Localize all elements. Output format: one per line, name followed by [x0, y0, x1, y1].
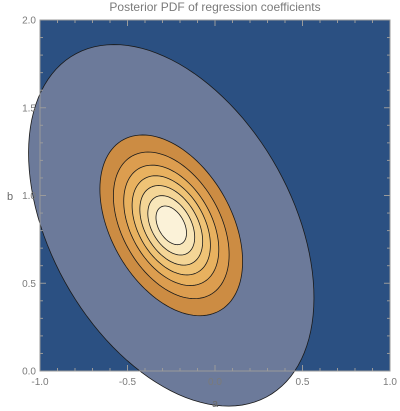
x-tick-label: -0.5 — [119, 377, 137, 388]
contour-band-8 — [155, 205, 187, 246]
x-tick-label: -1.0 — [31, 377, 49, 388]
chart-title: Posterior PDF of regression coefficients — [109, 0, 320, 14]
y-tick-label: 1.0 — [22, 191, 36, 202]
x-axis-label: a — [212, 398, 219, 410]
y-tick-label: 0.5 — [22, 279, 36, 290]
plot-area — [28, 20, 390, 407]
x-tick-label: 1.0 — [383, 377, 397, 388]
y-axis-label: b — [7, 191, 13, 203]
y-tick-label: 0.0 — [22, 367, 36, 378]
y-tick-label: 2.0 — [22, 16, 36, 27]
axes: -1.0 -0.5 0.0 0.5 1.0 0.0 0.5 1.0 1.5 2.0 — [22, 16, 397, 389]
x-tick-label: 0.0 — [208, 377, 222, 388]
y-tick-label: 1.5 — [22, 103, 36, 114]
x-tick-label: 0.5 — [296, 377, 310, 388]
